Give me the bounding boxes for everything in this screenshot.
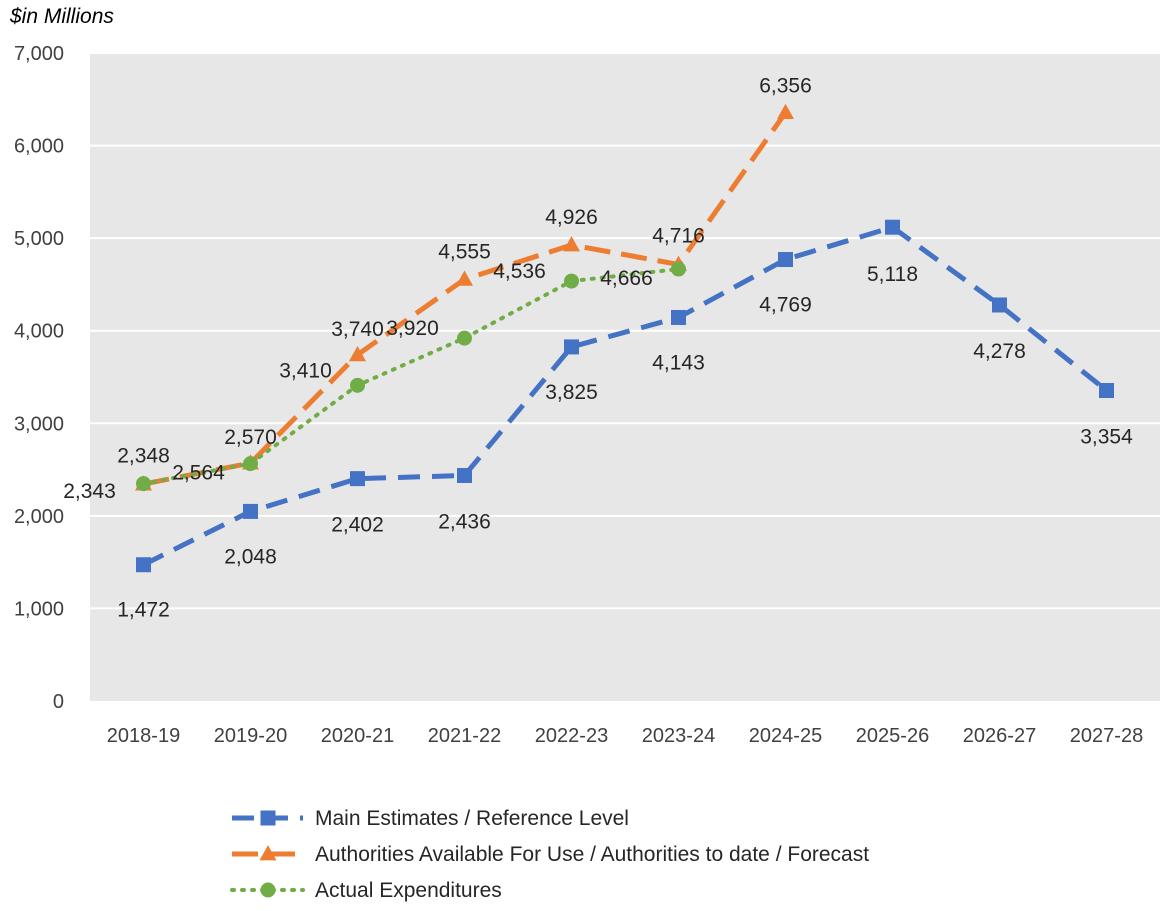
x-tick-label: 2024-25 xyxy=(749,725,822,747)
series-1-point xyxy=(350,471,365,487)
x-tick-label: 2018-19 xyxy=(107,725,180,747)
data-label: 3,354 xyxy=(1080,426,1133,449)
legend-label: Actual Expenditures xyxy=(315,879,502,902)
series-3-point xyxy=(136,476,151,492)
x-tick-label: 2026-27 xyxy=(963,725,1036,747)
y-tick-label: 4,000 xyxy=(14,321,64,343)
y-tick-label: 3,000 xyxy=(14,413,64,435)
series-1-point xyxy=(564,339,579,355)
data-label: 3,825 xyxy=(545,381,598,404)
series-1-point xyxy=(457,467,472,483)
legend-label: Main Estimates / Reference Level xyxy=(315,807,629,830)
series-2-point xyxy=(349,345,366,362)
data-label: 4,666 xyxy=(600,267,653,290)
data-label: 2,348 xyxy=(117,445,170,468)
y-tick-label: 7,000 xyxy=(14,43,64,65)
y-tick-label: 2,000 xyxy=(14,506,64,528)
series-1-point xyxy=(1099,383,1114,399)
data-label: 2,343 xyxy=(63,480,116,503)
data-label: 5,118 xyxy=(867,263,918,286)
series-1-point xyxy=(671,309,686,325)
x-tick-label: 2020-21 xyxy=(321,725,394,747)
gridlines xyxy=(90,52,1160,610)
x-tick-label: 2022-23 xyxy=(535,725,608,747)
data-label: 4,536 xyxy=(493,260,546,283)
y-tick-label: 6,000 xyxy=(14,136,64,158)
series-3-point xyxy=(564,273,579,289)
legend-marker xyxy=(260,882,276,898)
series-2-point xyxy=(563,236,580,252)
x-tick-label: 2025-26 xyxy=(856,725,929,747)
legend-marker xyxy=(260,810,276,826)
series-line-3 xyxy=(141,267,681,486)
unit-label: $in Millions xyxy=(9,5,114,28)
data-label: 4,716 xyxy=(652,224,705,247)
x-tick-label: 2019-20 xyxy=(214,725,287,747)
x-axis-ticks: 2018-19 2019-20 2020-21 2021-22 2022-23 2023-… xyxy=(107,725,1143,747)
series-3-point xyxy=(350,377,365,393)
data-label: 4,278 xyxy=(973,340,1026,363)
y-tick-label: 5,000 xyxy=(14,228,64,250)
legend-label: Authorities Available For Use / Authorit… xyxy=(315,843,869,866)
data-label: 6,356 xyxy=(759,75,812,98)
data-label: 3,740 xyxy=(331,318,384,341)
data-label: 4,143 xyxy=(652,351,705,374)
legend-item: Main Estimates / Reference Level xyxy=(232,807,629,830)
x-tick-label: 2021-22 xyxy=(428,725,501,747)
data-label: 3,920 xyxy=(386,317,439,340)
x-tick-label: 2027-28 xyxy=(1070,725,1143,747)
data-label: 2,564 xyxy=(172,462,225,485)
series-line-1 xyxy=(142,224,1109,567)
data-label: 2,570 xyxy=(224,426,277,449)
series-3-point xyxy=(243,456,258,472)
series-3-point xyxy=(671,261,686,277)
series-markers xyxy=(135,103,1114,573)
series-1-point xyxy=(243,503,258,519)
legend-item: Authorities Available For Use / Authorit… xyxy=(232,843,869,866)
x-tick-label: 2023-24 xyxy=(642,725,715,747)
series-1-point xyxy=(136,557,151,573)
series-2-point xyxy=(777,103,794,120)
legend: Main Estimates / Reference Level Authorit… xyxy=(230,807,869,902)
data-label: 4,769 xyxy=(759,294,812,317)
series-1-point xyxy=(992,297,1007,313)
series-2-point xyxy=(456,270,473,286)
data-label: 4,555 xyxy=(438,240,491,263)
data-label: 1,472 xyxy=(117,599,170,622)
legend-marker xyxy=(259,845,277,861)
legend-item: Actual Expenditures xyxy=(230,879,502,902)
series-3-point xyxy=(457,330,472,346)
data-label: 2,402 xyxy=(331,514,384,537)
data-label: 2,436 xyxy=(438,510,491,533)
series-1-point xyxy=(885,219,900,235)
y-tick-label: 1,000 xyxy=(14,598,64,620)
y-tick-label: 0 xyxy=(53,691,64,713)
data-label: 3,410 xyxy=(279,359,332,382)
plot-area xyxy=(90,53,1160,701)
data-label: 2,048 xyxy=(224,545,277,568)
y-axis-ticks: 0 1,000 2,000 3,000 4,000 5,000 6,000 7,000 xyxy=(14,43,64,713)
data-label: 4,926 xyxy=(545,206,598,229)
data-labels: 1,472 2,048 2,402 2,436 3,825 4,143 4,769 5,118… xyxy=(63,75,1133,622)
series-1-point xyxy=(778,252,793,268)
